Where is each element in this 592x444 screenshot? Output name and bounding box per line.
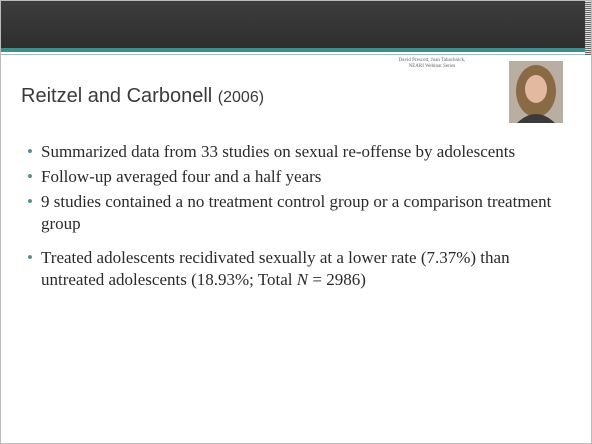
- title-main: Reitzel and Carbonell: [21, 85, 213, 107]
- bullet-text: Treated adolescents recidivated sexually…: [41, 248, 510, 289]
- accent-line: [1, 54, 591, 55]
- credit: David Prescott, Joan Tabachnick, NEARI W…: [398, 58, 466, 69]
- top-bar: [1, 1, 591, 48]
- bullet: Follow-up averaged four and a half years: [25, 166, 555, 188]
- edge-pattern: [585, 1, 591, 55]
- portrait-photo: [509, 61, 563, 123]
- bullet-list: Summarized data from 33 studies on sexua…: [25, 141, 555, 294]
- accent-stripe: [1, 48, 591, 52]
- slide-title: Reitzel and Carbonell (2006): [21, 85, 264, 108]
- bullet: Summarized data from 33 studies on sexua…: [25, 141, 555, 163]
- title-year: (2006): [217, 89, 265, 106]
- bullet: Treated adolescents recidivated sexually…: [25, 247, 555, 291]
- bullet-text: = 2986): [308, 270, 366, 289]
- bullet-text-italic: N: [296, 270, 309, 289]
- bullet: 9 studies contained a no treatment contr…: [25, 191, 555, 235]
